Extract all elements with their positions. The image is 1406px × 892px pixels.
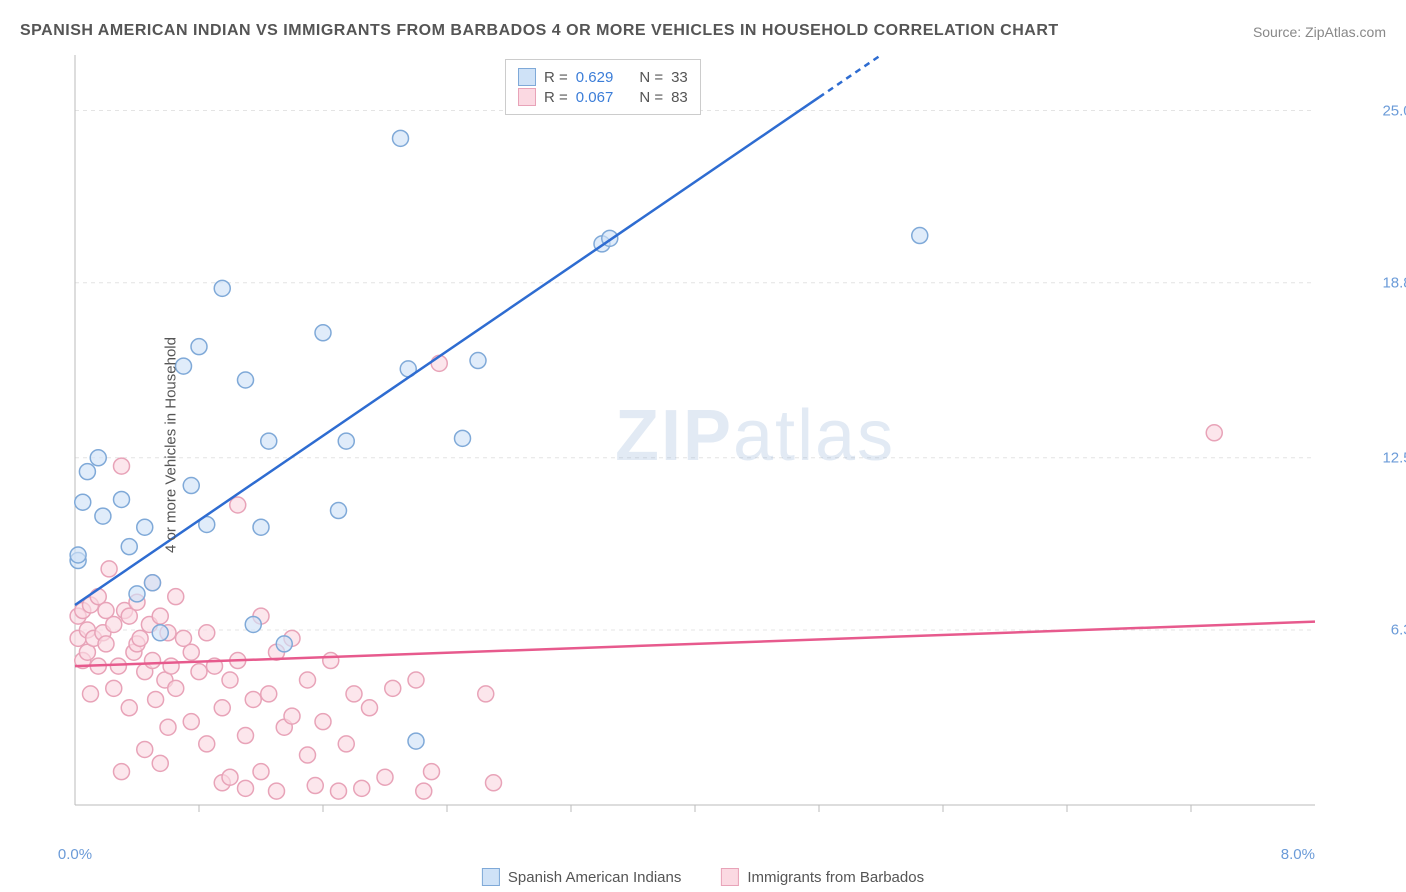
legend-swatch <box>721 868 739 886</box>
chart-title: SPANISH AMERICAN INDIAN VS IMMIGRANTS FR… <box>20 22 1059 40</box>
scatter-svg <box>55 55 1375 835</box>
y-tick-label: 18.8% <box>1382 274 1406 291</box>
legend-swatch <box>518 88 536 106</box>
legend-n-value: 83 <box>671 89 688 106</box>
legend-n-value: 33 <box>671 69 688 86</box>
legend-n-label: N = <box>639 69 663 86</box>
legend-r-label: R = <box>544 69 568 86</box>
legend-r-label: R = <box>544 89 568 106</box>
x-tick-label: 8.0% <box>1281 846 1315 863</box>
legend-correlation-row: R = 0.067 N = 83 <box>518 88 688 106</box>
legend-correlation-box: R = 0.629 N = 33 R = 0.067 N = 83 <box>505 59 701 115</box>
legend-series-item: Spanish American Indians <box>482 868 681 886</box>
y-tick-label: 12.5% <box>1382 449 1406 466</box>
chart-source: Source: ZipAtlas.com <box>1253 24 1386 40</box>
x-tick-label: 0.0% <box>58 846 92 863</box>
legend-swatch <box>518 68 536 86</box>
correlation-chart: SPANISH AMERICAN INDIAN VS IMMIGRANTS FR… <box>0 0 1406 892</box>
legend-series: Spanish American Indians Immigrants from … <box>482 868 924 886</box>
legend-r-value: 0.629 <box>576 69 614 86</box>
y-axis-label: 4 or more Vehicles in Household <box>162 337 179 553</box>
legend-swatch <box>482 868 500 886</box>
legend-correlation-row: R = 0.629 N = 33 <box>518 68 688 86</box>
y-tick-label: 25.0% <box>1382 102 1406 119</box>
y-tick-label: 6.3% <box>1391 622 1406 639</box>
legend-series-label: Immigrants from Barbados <box>747 869 924 886</box>
legend-r-value: 0.067 <box>576 89 614 106</box>
legend-series-item: Immigrants from Barbados <box>721 868 924 886</box>
legend-n-label: N = <box>639 89 663 106</box>
legend-series-label: Spanish American Indians <box>508 869 681 886</box>
plot-area: 4 or more Vehicles in Household ZIPatlas… <box>55 55 1375 835</box>
